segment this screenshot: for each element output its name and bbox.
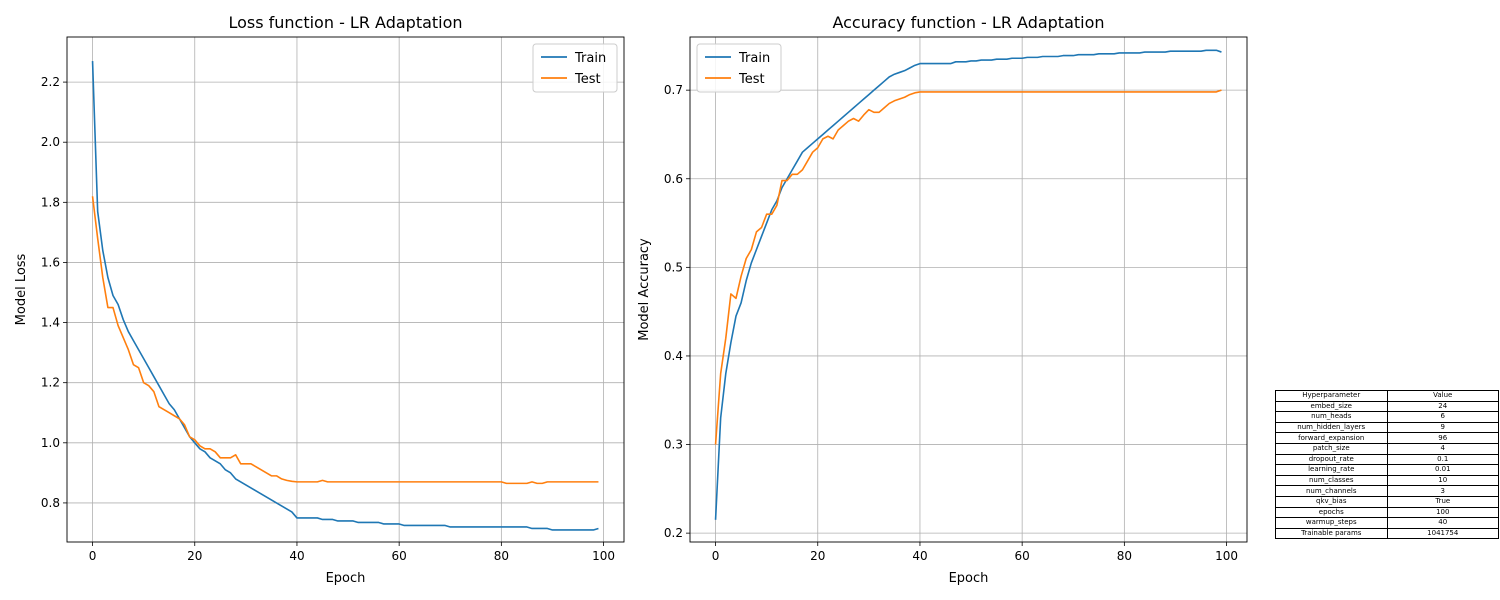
hyperparameter-table: Hyperparameter Value embed_size 24 num_heads… [1275, 390, 1499, 540]
x-tick-label: 100 [1215, 549, 1238, 563]
y-tick-label: 0.8 [41, 496, 60, 510]
y-tick-label: 1.4 [41, 316, 60, 330]
y-tick-label: 0.4 [664, 349, 683, 363]
table-row: forward_expansion 96 [1275, 432, 1499, 444]
series-line-train [91, 61, 599, 531]
table-header-cell: Hyperparameter [1275, 390, 1388, 402]
x-tick-label: 20 [187, 549, 202, 563]
plot-frame [66, 36, 625, 543]
accuracy-chart: 0 20 40 60 80 100 0.2 0.3 0.4 0.5 0.6 0.7 Accuracy f… [637, 13, 1248, 586]
param-name-cell: epochs [1275, 506, 1388, 519]
y-tick-label: 2.0 [41, 135, 60, 149]
x-tick-label: 80 [1117, 549, 1132, 563]
param-value-cell: 24 [1386, 400, 1499, 413]
series-line-test [91, 196, 599, 485]
table-row: learning_rate 0.01 [1275, 464, 1499, 476]
param-name-cell: num_classes [1275, 474, 1388, 487]
param-value-cell: 6 [1386, 411, 1499, 423]
chart-title: Accuracy function - LR Adaptation [832, 13, 1104, 32]
param-value-cell: 9 [1386, 421, 1499, 434]
param-value-cell: 10 [1386, 474, 1499, 487]
y-tick-label: 0.5 [664, 260, 683, 274]
table-row: Trainable params 1041754 [1275, 527, 1499, 540]
y-tick-label: 0.2 [664, 526, 683, 540]
table-row: epochs 100 [1275, 506, 1499, 519]
plot-frame [689, 36, 1248, 543]
param-name-cell: patch_size [1275, 442, 1388, 455]
table-header-cell: Value [1386, 390, 1499, 402]
param-name-cell: num_heads [1275, 411, 1388, 423]
legend-label: Test [738, 72, 765, 87]
param-name-cell: dropout_rate [1275, 453, 1388, 466]
table-row: num_classes 10 [1275, 474, 1499, 487]
x-tick-label: 0 [712, 549, 720, 563]
x-tick-label: 60 [392, 549, 407, 563]
table-row: warmup_steps 40 [1275, 517, 1499, 529]
param-name-cell: embed_size [1275, 400, 1388, 413]
x-tick-label: 60 [1015, 549, 1030, 563]
x-tick-label: 80 [494, 549, 509, 563]
param-name-cell: num_hidden_layers [1275, 421, 1388, 434]
legend-box [532, 43, 618, 93]
legend-label: Test [574, 72, 601, 87]
series-line-test [714, 89, 1222, 445]
legend: Train Test [696, 43, 782, 93]
legend: Train Test [532, 43, 618, 93]
table-row: embed_size 24 [1275, 400, 1499, 413]
loss-chart: 0 20 40 60 80 100 0.8 1.0 1.2 1.4 1.6 1.8 2.0 2.2 Loss… [14, 13, 625, 586]
x-tick-label: 40 [912, 549, 927, 563]
legend-box [696, 43, 782, 93]
param-value-cell: 96 [1386, 432, 1499, 444]
grid-lines [690, 37, 1247, 542]
x-axis-label: Epoch [949, 571, 989, 586]
param-name-cell: forward_expansion [1275, 432, 1388, 444]
y-tick-label: 1.8 [41, 195, 60, 209]
y-tick-label: 1.0 [41, 436, 60, 450]
y-tick-label: 0.6 [664, 172, 683, 186]
legend-label: Train [738, 51, 770, 66]
table-header-row: Hyperparameter Value [1275, 390, 1499, 402]
param-name-cell: learning_rate [1275, 464, 1388, 476]
y-tick-label: 1.2 [41, 376, 60, 390]
param-name-cell: warmup_steps [1275, 517, 1388, 529]
legend-label: Train [574, 51, 606, 66]
table-row: dropout_rate 0.1 [1275, 453, 1499, 466]
param-value-cell: 0.1 [1386, 453, 1499, 466]
y-tick-label: 0.3 [664, 438, 683, 452]
y-tick-label: 2.2 [41, 75, 60, 89]
series-line-train [714, 49, 1222, 520]
y-axis-label: Model Accuracy [637, 238, 652, 341]
chart-title: Loss function - LR Adaptation [228, 13, 462, 32]
y-tick-label: 0.7 [664, 83, 683, 97]
param-value-cell: 0.01 [1386, 464, 1499, 476]
table-row: num_hidden_layers 9 [1275, 421, 1499, 434]
param-name-cell: Trainable params [1275, 527, 1388, 540]
table-row: qkv_bias True [1275, 495, 1499, 508]
x-tick-label: 20 [810, 549, 825, 563]
param-value-cell: 100 [1386, 506, 1499, 519]
param-value-cell: 4 [1386, 442, 1499, 455]
param-value-cell: 3 [1386, 485, 1499, 497]
param-value-cell: 40 [1386, 517, 1499, 529]
x-tick-label: 100 [592, 549, 615, 563]
table-row: patch_size 4 [1275, 442, 1499, 455]
table-row: num_channels 3 [1275, 485, 1499, 497]
x-tick-label: 40 [289, 549, 304, 563]
param-name-cell: num_channels [1275, 485, 1388, 497]
param-name-cell: qkv_bias [1275, 495, 1388, 508]
param-value-cell: 1041754 [1386, 527, 1499, 540]
x-tick-label: 0 [89, 549, 97, 563]
y-tick-label: 1.6 [41, 255, 60, 269]
table-row: num_heads 6 [1275, 411, 1499, 423]
x-axis-label: Epoch [326, 571, 366, 586]
param-value-cell: True [1386, 495, 1499, 508]
grid-lines [67, 37, 624, 542]
y-axis-label: Model Loss [14, 253, 29, 325]
